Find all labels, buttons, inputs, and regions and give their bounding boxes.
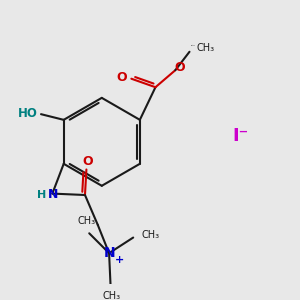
Text: N: N xyxy=(48,188,58,201)
Text: CH₃: CH₃ xyxy=(142,230,160,240)
Text: N: N xyxy=(103,246,115,260)
Text: I⁻: I⁻ xyxy=(232,127,249,145)
Text: O: O xyxy=(174,61,185,74)
Text: CH₃: CH₃ xyxy=(77,216,95,226)
Text: CH₃: CH₃ xyxy=(196,43,215,52)
Text: CH₃: CH₃ xyxy=(103,291,121,300)
Text: H: H xyxy=(37,190,46,200)
Text: +: + xyxy=(115,255,124,265)
Text: O: O xyxy=(82,155,93,168)
Text: HO: HO xyxy=(18,107,38,120)
Text: methyl: methyl xyxy=(191,44,196,46)
Text: O: O xyxy=(117,71,127,84)
